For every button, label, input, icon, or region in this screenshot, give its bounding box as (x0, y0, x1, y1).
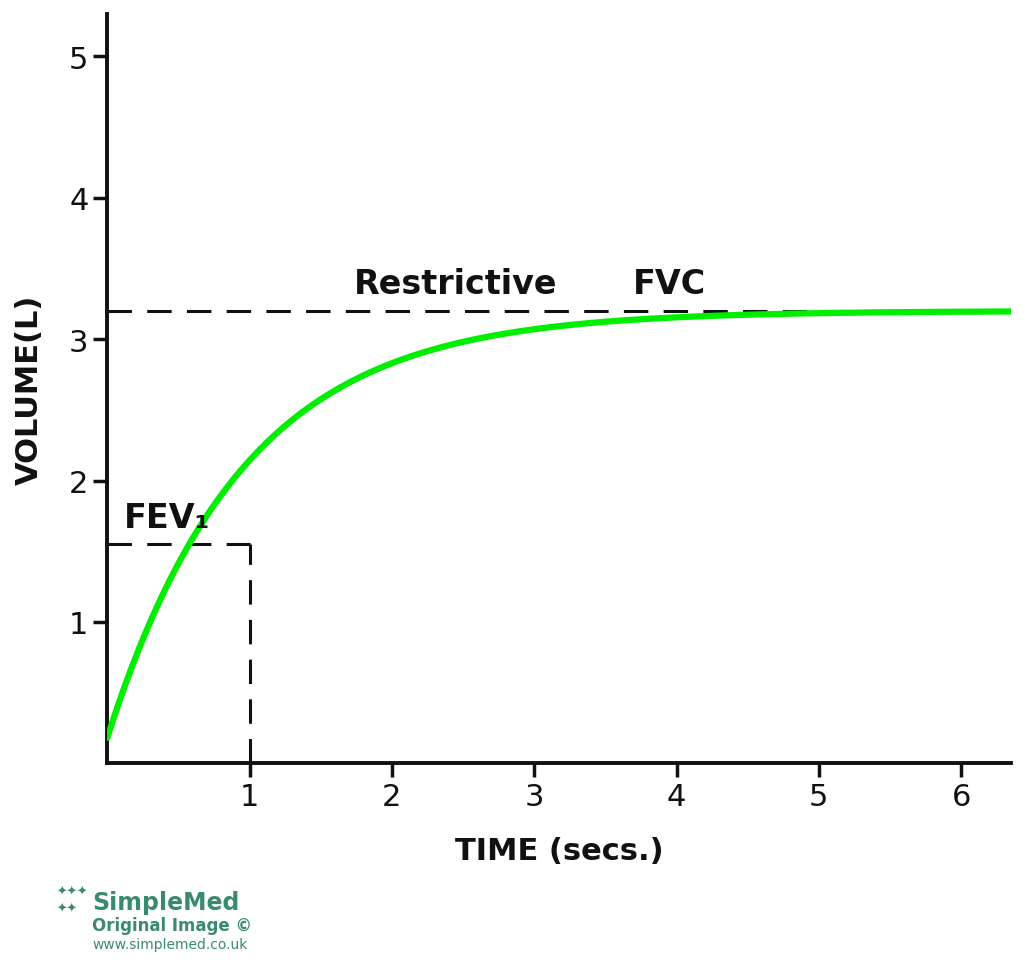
Text: ✦✦: ✦✦ (56, 902, 77, 914)
Text: SimpleMed: SimpleMed (92, 890, 240, 914)
Text: Original Image ©: Original Image © (92, 916, 252, 934)
X-axis label: TIME (secs.): TIME (secs.) (455, 836, 664, 866)
Y-axis label: VOLUME(L): VOLUME(L) (15, 294, 44, 484)
Text: FEV₁: FEV₁ (124, 502, 210, 535)
Text: Restrictive: Restrictive (354, 267, 558, 300)
Text: www.simplemed.co.uk: www.simplemed.co.uk (92, 937, 247, 951)
Text: ✦✦✦: ✦✦✦ (56, 885, 88, 898)
Text: FVC: FVC (633, 267, 706, 300)
